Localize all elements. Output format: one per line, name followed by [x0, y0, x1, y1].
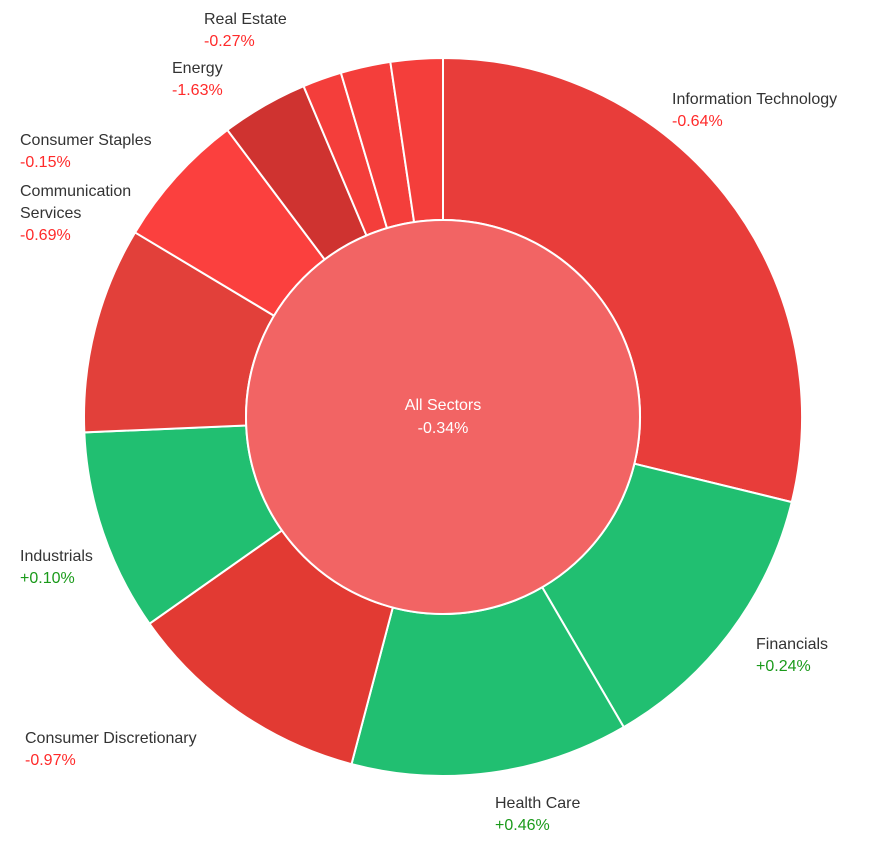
- sector-label-3: Consumer Discretionary: [25, 730, 197, 747]
- sector-change-7: -0.15%: [20, 154, 71, 171]
- sector-change-6: -0.69%: [20, 227, 71, 244]
- sector-label-1: Financials: [756, 636, 828, 653]
- center-label: All Sectors: [405, 397, 481, 414]
- sector-change-4: +0.10%: [20, 570, 75, 587]
- sector-change-8: -1.63%: [172, 82, 223, 99]
- sector-label-10: Real Estate: [204, 11, 287, 28]
- center-circle[interactable]: [245, 219, 641, 615]
- sector-change-1: +0.24%: [756, 658, 811, 675]
- sector-label-6: Communication Services: [20, 183, 131, 222]
- center-value: -0.34%: [418, 420, 469, 437]
- sector-label-4: Industrials: [20, 548, 93, 565]
- sector-label-7: Consumer Staples: [20, 132, 152, 149]
- sector-change-10: -0.27%: [204, 33, 255, 50]
- sector-label-0: Information Technology: [672, 91, 837, 108]
- sector-label-8: Energy: [172, 60, 223, 77]
- sector-change-2: +0.46%: [495, 817, 550, 834]
- sector-change-0: -0.64%: [672, 113, 723, 130]
- sector-change-3: -0.97%: [25, 752, 76, 769]
- sector-label-2: Health Care: [495, 795, 580, 812]
